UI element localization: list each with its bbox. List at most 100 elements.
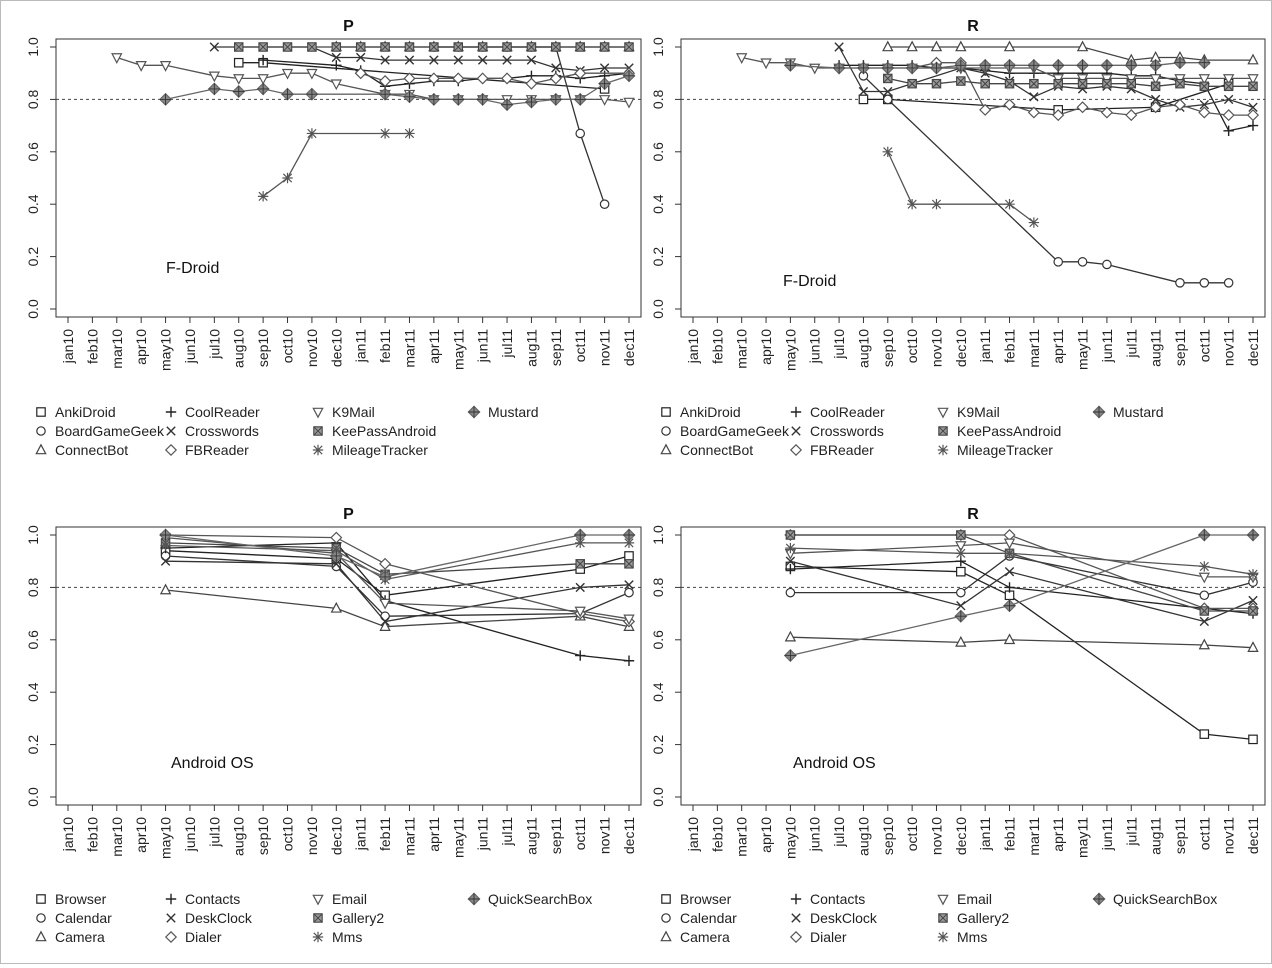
data-point bbox=[931, 78, 942, 89]
data-point bbox=[955, 40, 967, 52]
legend-marker bbox=[36, 913, 46, 923]
data-point bbox=[549, 92, 563, 106]
legend-label: Calendar bbox=[680, 910, 737, 926]
data-point bbox=[956, 566, 966, 577]
x-tick-label: nov11 bbox=[1221, 817, 1237, 854]
data-point bbox=[1003, 98, 1016, 111]
x-tick-label: aug11 bbox=[523, 329, 539, 367]
legend-marker bbox=[165, 893, 177, 905]
x-tick-label: aug10 bbox=[855, 329, 871, 368]
legend-item: Calendar bbox=[36, 910, 112, 926]
data-point bbox=[1003, 40, 1016, 52]
data-point bbox=[624, 559, 634, 569]
data-point bbox=[1199, 81, 1210, 92]
data-point bbox=[307, 42, 317, 52]
x-tick-label: jan11 bbox=[353, 817, 369, 851]
legend-item: KeePassAndroid bbox=[313, 423, 436, 439]
series-line bbox=[839, 64, 1254, 132]
x-tick-label: jan11 bbox=[977, 329, 993, 363]
data-point bbox=[524, 95, 538, 109]
legend-marker bbox=[313, 426, 323, 436]
data-point bbox=[281, 68, 294, 80]
x-tick-label: feb11 bbox=[1002, 817, 1018, 851]
x-tick-label: feb10 bbox=[709, 817, 725, 852]
data-point bbox=[882, 146, 893, 157]
chart-panel-3: P 0.0 0.2 0.4 0.6 0.8 1.0 jan10 feb10 mar10 apr10 m… bbox=[25, 506, 642, 945]
x-tick-label: may10 bbox=[158, 817, 174, 859]
legend-label: K9Mail bbox=[957, 404, 1000, 420]
x-tick-label: jul11 bbox=[1123, 817, 1139, 847]
legend-marker bbox=[36, 894, 46, 904]
data-point bbox=[1053, 78, 1063, 89]
legend-marker bbox=[789, 443, 803, 457]
legend-item: QuickSearchBox bbox=[1092, 891, 1217, 907]
data-point bbox=[160, 556, 171, 566]
legend-item: Camera bbox=[35, 929, 105, 945]
series-mustard bbox=[783, 56, 1211, 75]
legend-item: Mustard bbox=[467, 404, 539, 420]
legend-item: Mms bbox=[312, 929, 362, 945]
data-point bbox=[159, 61, 172, 72]
data-point bbox=[1124, 58, 1138, 72]
data-point bbox=[809, 63, 821, 75]
data-point bbox=[209, 42, 220, 52]
data-point bbox=[599, 199, 610, 209]
x-tick-label: jan11 bbox=[353, 329, 369, 363]
data-point bbox=[979, 103, 992, 116]
y-tick-label: 1.0 bbox=[25, 525, 41, 545]
data-point bbox=[429, 42, 439, 52]
legend-marker bbox=[164, 443, 178, 457]
data-point bbox=[551, 42, 561, 52]
legend-item: BoardGameGeek bbox=[36, 423, 165, 439]
x-tick-label: jul11 bbox=[499, 329, 515, 359]
legend-label: Calendar bbox=[55, 910, 112, 926]
data-point bbox=[623, 537, 635, 549]
data-point bbox=[575, 128, 586, 139]
data-point bbox=[1003, 633, 1016, 645]
data-point bbox=[573, 528, 587, 542]
y-tick-label: 0.6 bbox=[25, 142, 41, 162]
data-point bbox=[1248, 606, 1258, 616]
data-point bbox=[1222, 109, 1235, 122]
x-tick-label: oct10 bbox=[904, 817, 920, 851]
series-quicksearchbox bbox=[159, 528, 636, 584]
x-tick-label: dec11 bbox=[1245, 329, 1261, 366]
x-tick-label: jul10 bbox=[831, 817, 847, 848]
data-point bbox=[1003, 58, 1016, 72]
legend-item: KeePassAndroid bbox=[938, 423, 1061, 439]
data-point bbox=[882, 94, 893, 105]
legend-marker bbox=[661, 407, 671, 417]
x-tick-label: aug10 bbox=[855, 817, 871, 856]
data-point bbox=[1076, 40, 1089, 52]
x-tick-label: mar11 bbox=[401, 817, 417, 856]
y-tick-label: 0.6 bbox=[650, 142, 666, 162]
data-point bbox=[1029, 78, 1039, 89]
data-point bbox=[955, 548, 967, 559]
legend-label: BoardGameGeek bbox=[55, 423, 165, 439]
legend-marker bbox=[660, 443, 672, 455]
data-point bbox=[1150, 94, 1161, 105]
legend-item: DeskClock bbox=[166, 910, 253, 926]
data-point bbox=[404, 42, 415, 52]
series-coolreader bbox=[833, 60, 1259, 137]
legend-item: CoolReader bbox=[165, 404, 260, 420]
y-tick-label: 0.0 bbox=[650, 787, 666, 807]
data-point bbox=[1248, 81, 1258, 92]
x-tick-label: apr11 bbox=[426, 329, 442, 364]
data-point bbox=[783, 649, 797, 662]
data-point bbox=[575, 537, 586, 549]
data-point bbox=[1175, 277, 1185, 288]
data-point bbox=[624, 587, 634, 598]
series-line bbox=[887, 151, 1035, 224]
series-contacts bbox=[160, 537, 635, 666]
data-point bbox=[356, 52, 366, 63]
x-tick-label: feb11 bbox=[1002, 329, 1018, 363]
legend-label: Camera bbox=[55, 929, 105, 945]
series-line bbox=[838, 46, 1254, 108]
data-point bbox=[160, 540, 171, 551]
series-mileagetracker bbox=[257, 128, 415, 202]
legend-marker bbox=[789, 930, 803, 944]
data-point bbox=[380, 616, 390, 627]
legend-marker bbox=[791, 913, 801, 923]
